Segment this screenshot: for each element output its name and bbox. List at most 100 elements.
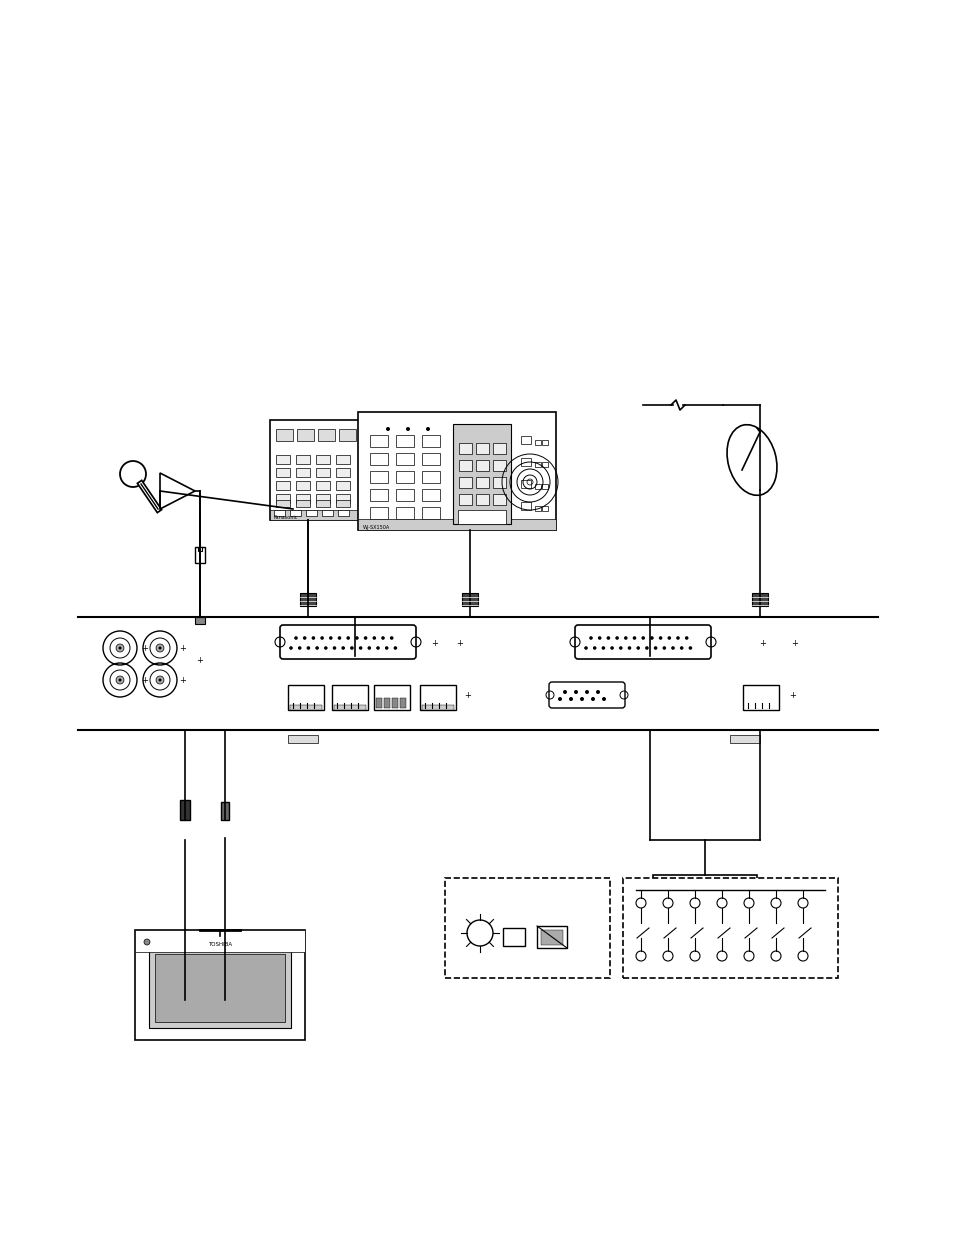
Circle shape [659,636,661,640]
Text: WJ-SX150A: WJ-SX150A [363,524,390,529]
Circle shape [426,427,430,430]
Bar [444,878,609,978]
Bar [154,954,285,1022]
Circle shape [653,646,657,649]
Bar [453,424,511,524]
Bar [461,593,477,606]
Bar [338,429,355,442]
Bar [370,471,388,482]
Bar [221,802,229,820]
Circle shape [688,646,692,649]
Circle shape [615,636,618,640]
Bar [299,593,315,606]
Bar [535,506,540,511]
Circle shape [596,690,599,694]
Circle shape [289,646,293,649]
Bar [370,453,388,465]
Bar [290,705,322,710]
Bar [458,477,472,489]
Bar [395,453,414,465]
Text: +: + [759,638,765,647]
Bar [370,507,388,520]
Circle shape [324,646,327,649]
Bar [295,468,310,477]
Bar [275,429,293,442]
Bar [149,948,291,1028]
Text: Panasonic: Panasonic [274,515,298,520]
Bar [270,510,359,520]
Bar [335,500,350,507]
Bar [421,489,439,501]
Circle shape [303,636,306,640]
Circle shape [606,636,610,640]
Bar [135,930,305,1040]
Circle shape [632,636,636,640]
Bar [288,685,324,710]
Bar [275,500,290,507]
Circle shape [156,644,164,652]
Text: +: + [141,643,149,652]
Circle shape [649,636,653,640]
Circle shape [684,636,688,640]
Bar [384,698,390,708]
Circle shape [384,646,388,649]
Bar [476,477,489,489]
Circle shape [574,690,578,694]
Bar [295,455,310,464]
Circle shape [636,646,639,649]
Circle shape [118,679,121,682]
Bar [540,930,562,945]
Circle shape [390,636,393,640]
Circle shape [341,646,345,649]
Bar [399,698,406,708]
Circle shape [592,646,596,649]
Bar [335,494,350,503]
Bar [421,705,454,710]
Bar [493,443,505,454]
Bar [520,480,531,489]
Bar [275,455,290,464]
Bar [541,461,547,468]
Bar [335,468,350,477]
Bar [357,412,556,529]
Circle shape [623,636,627,640]
Bar [520,458,531,466]
Bar [457,510,505,524]
Bar [315,494,330,503]
Circle shape [558,696,561,701]
Bar [317,429,335,442]
Circle shape [329,636,333,640]
Bar [295,494,310,503]
Bar [652,875,757,935]
Bar [520,435,531,444]
Bar [535,440,540,445]
Circle shape [156,675,164,684]
Bar [476,443,489,454]
Bar [751,593,767,606]
Bar [476,494,489,505]
Bar [315,481,330,490]
Circle shape [320,636,324,640]
Bar [315,500,330,507]
Bar [535,461,540,468]
Bar [421,435,439,447]
Circle shape [601,696,605,701]
Circle shape [297,646,301,649]
Bar [541,506,547,511]
FancyBboxPatch shape [280,625,416,659]
Circle shape [394,646,396,649]
Bar [270,421,359,520]
Text: +: + [141,675,149,684]
Circle shape [350,646,354,649]
Circle shape [372,636,375,640]
Circle shape [661,646,665,649]
Bar [535,484,540,489]
Text: +: + [464,690,471,699]
Bar [194,547,205,563]
Bar [180,800,190,820]
Circle shape [315,646,318,649]
Bar [374,685,410,710]
Bar [395,471,414,482]
Circle shape [294,636,297,640]
Bar [335,455,350,464]
